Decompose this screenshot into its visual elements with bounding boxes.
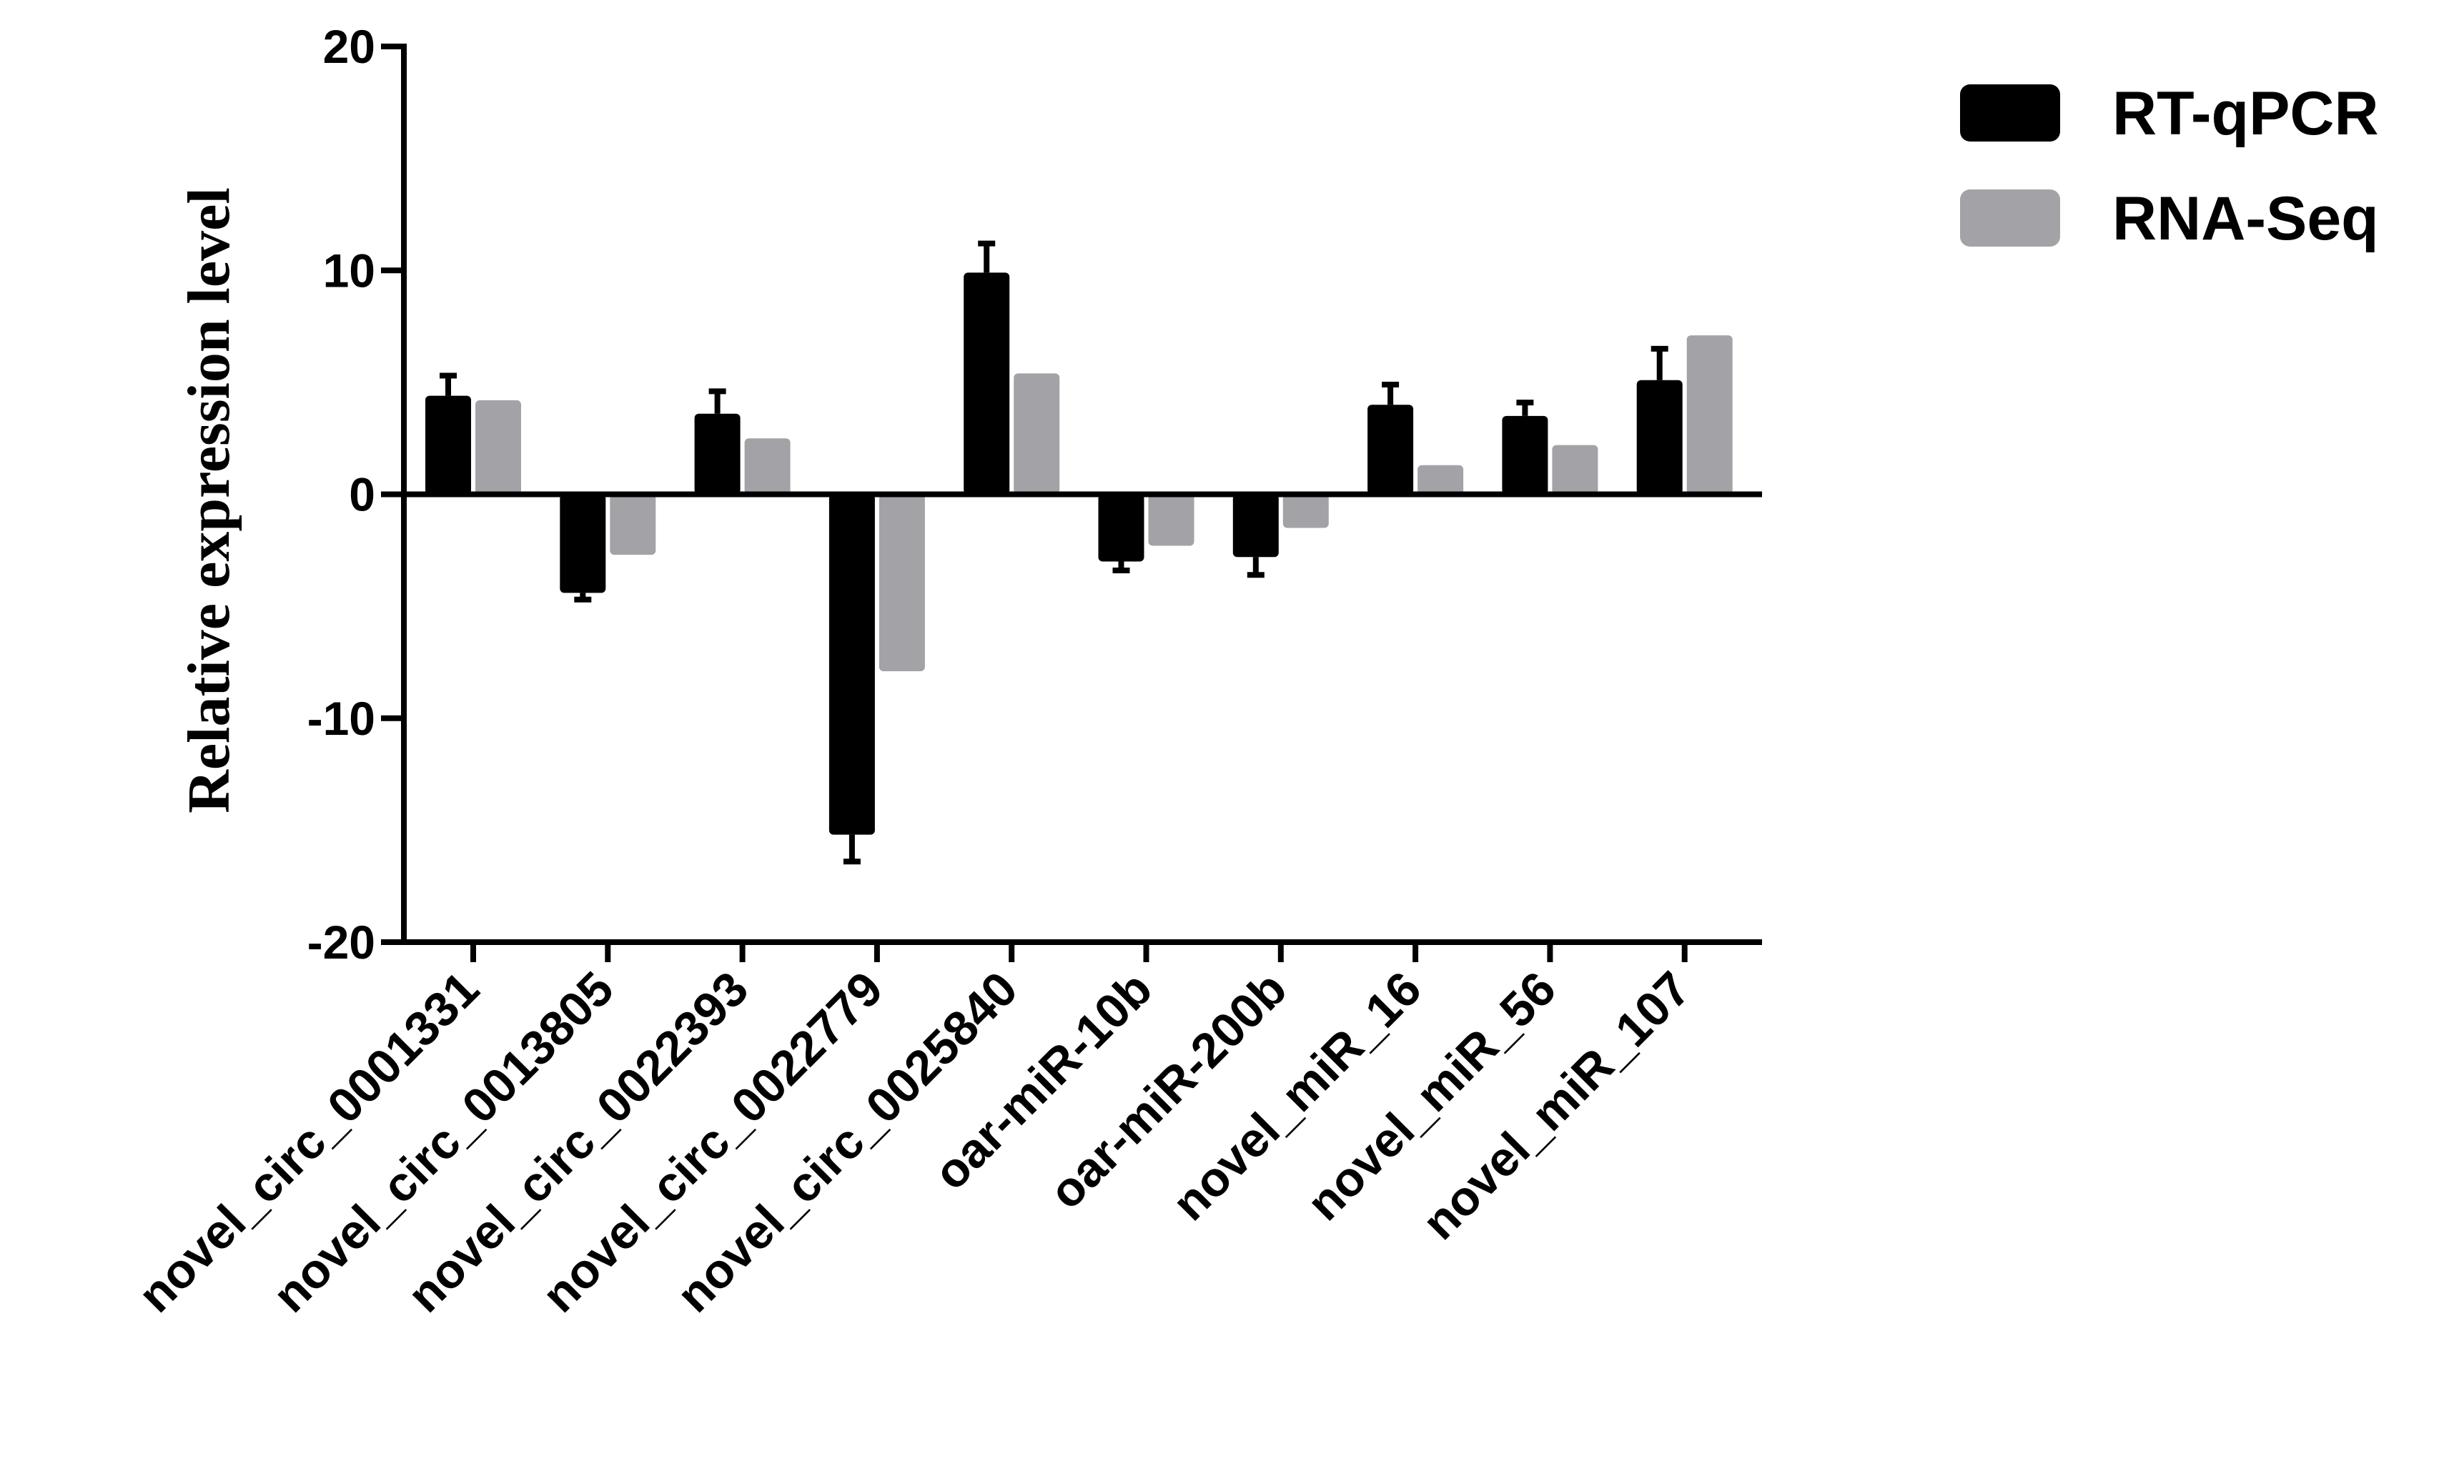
bar-rnaseq-8 (1417, 465, 1464, 495)
bar-rnaseq-10 (1686, 335, 1733, 495)
legend-label-2: RNA-Seq (2112, 184, 2379, 253)
bar-rnaseq-9 (1552, 445, 1598, 495)
bar-rtqpcr-2 (560, 494, 606, 593)
legend-swatch-2 (1960, 189, 2060, 247)
bar-rnaseq-4 (879, 494, 925, 671)
y-tick-label-3: 0 (349, 468, 375, 521)
bar-rtqpcr-3 (694, 413, 741, 495)
bar-rnaseq-2 (610, 494, 656, 555)
bar-rnaseq-6 (1148, 494, 1194, 546)
x-tick-label-7: oar-miR-200b (1039, 961, 1297, 1220)
y-tick-label-5: -20 (307, 916, 375, 969)
bar-rtqpcr-7 (1232, 494, 1279, 558)
bar-rtqpcr-10 (1636, 380, 1683, 495)
bar-rtqpcr-9 (1502, 415, 1548, 495)
y-tick-label-2: 10 (323, 244, 375, 297)
bar-rtqpcr-6 (1098, 494, 1144, 562)
category-labels: novel_circ_0001331novel_circ_0013805nove… (128, 961, 1701, 1323)
y-tick-label-4: -10 (307, 692, 375, 745)
ticks-layer: 20 10 0 -10 -20 (307, 20, 1688, 969)
bar-rtqpcr-1 (425, 395, 471, 495)
legend: RT-qPCR RNA-Seq (1960, 79, 2379, 253)
bar-rtqpcr-8 (1367, 405, 1414, 495)
y-axis-title: Relative expression level (176, 187, 242, 813)
y-tick-label-1: 20 (323, 20, 375, 73)
legend-label-1: RT-qPCR (2112, 79, 2379, 148)
bar-rnaseq-3 (744, 438, 791, 495)
bars-layer (425, 240, 1733, 865)
bar-rnaseq-5 (1014, 373, 1060, 495)
legend-swatch-1 (1960, 84, 2060, 142)
bar-rtqpcr-4 (828, 494, 875, 835)
bar-rnaseq-1 (475, 400, 521, 495)
bar-rtqpcr-5 (964, 272, 1010, 495)
bar-rnaseq-7 (1282, 494, 1329, 528)
x-tick-label-9: novel_miR_56 (1297, 961, 1566, 1231)
x-tick-label-8: novel_miR_16 (1162, 961, 1432, 1231)
axes-layer (401, 44, 1762, 945)
